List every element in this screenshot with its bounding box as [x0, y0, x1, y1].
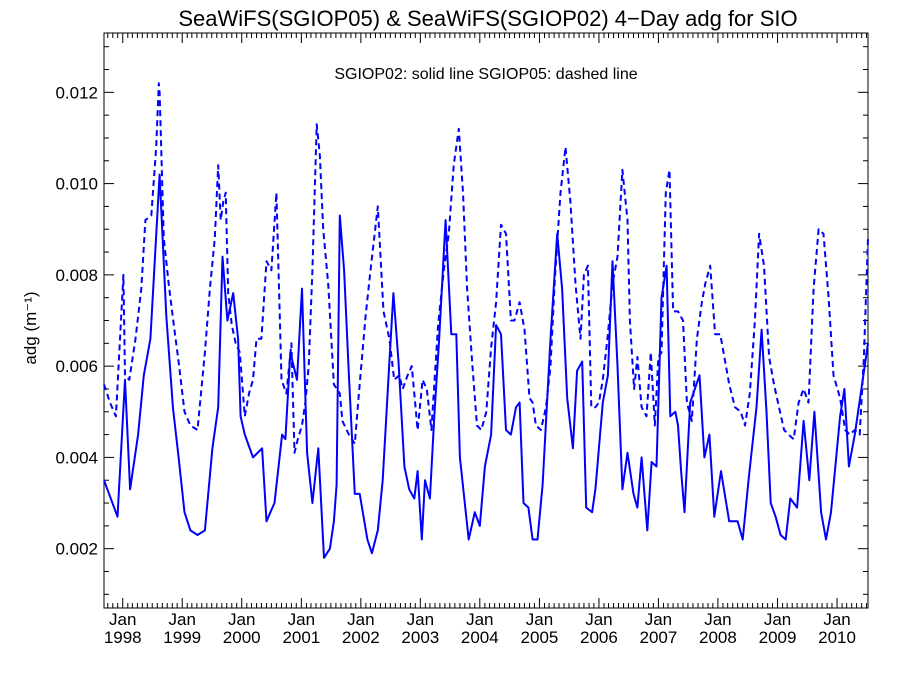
x-tick-label-month: Jan	[288, 610, 315, 629]
x-tick-label-month: Jan	[466, 610, 493, 629]
x-tick-label-month: Jan	[704, 610, 731, 629]
y-tick-label: 0.008	[55, 266, 98, 285]
x-tick-label-year: 2001	[282, 628, 320, 647]
series-line-sgiop02	[103, 173, 869, 559]
x-tick-label-month: Jan	[645, 610, 672, 629]
chart-title: SeaWiFS(SGIOP05) & SeaWiFS(SGIOP02) 4−Da…	[178, 6, 797, 31]
x-tick-label-year: 2010	[818, 628, 856, 647]
y-axis-label: adg (m⁻¹)	[21, 291, 40, 364]
x-tick-label-month: Jan	[764, 610, 791, 629]
plot-frame	[103, 32, 869, 609]
x-tick-label-year: 2007	[640, 628, 678, 647]
x-tick-label-year: 2003	[401, 628, 439, 647]
y-tick-label: 0.006	[55, 357, 98, 376]
x-tick-label-year: 2000	[223, 628, 261, 647]
x-tick-label-year: 1999	[163, 628, 201, 647]
legend-annotation: SGIOP02: solid line SGIOP05: dashed line	[334, 66, 637, 83]
x-tick-label-month: Jan	[109, 610, 136, 629]
x-tick-label-year: 2002	[342, 628, 380, 647]
x-tick-label-month: Jan	[169, 610, 196, 629]
x-tick-label-year: 1998	[104, 628, 142, 647]
x-tick-label-month: Jan	[526, 610, 553, 629]
x-tick-label-month: Jan	[228, 610, 255, 629]
x-tick-label-month: Jan	[347, 610, 374, 629]
series-layer	[103, 82, 869, 559]
x-tick-label-year: 2005	[521, 628, 559, 647]
x-tick-label-year: 2008	[699, 628, 737, 647]
x-tick-label-year: 2006	[580, 628, 618, 647]
x-tick-label-month: Jan	[823, 610, 850, 629]
axes: 0.0020.0040.0060.0080.0100.012Jan1998Jan…	[55, 32, 869, 647]
y-tick-label: 0.002	[55, 540, 98, 559]
x-tick-label-month: Jan	[585, 610, 612, 629]
y-tick-label: 0.004	[55, 448, 98, 467]
y-tick-label: 0.012	[55, 83, 98, 102]
y-tick-label: 0.010	[55, 175, 98, 194]
x-tick-label-year: 2004	[461, 628, 499, 647]
x-tick-label-year: 2009	[759, 628, 797, 647]
series-line-sgiop05	[103, 82, 869, 454]
x-tick-label-month: Jan	[407, 610, 434, 629]
